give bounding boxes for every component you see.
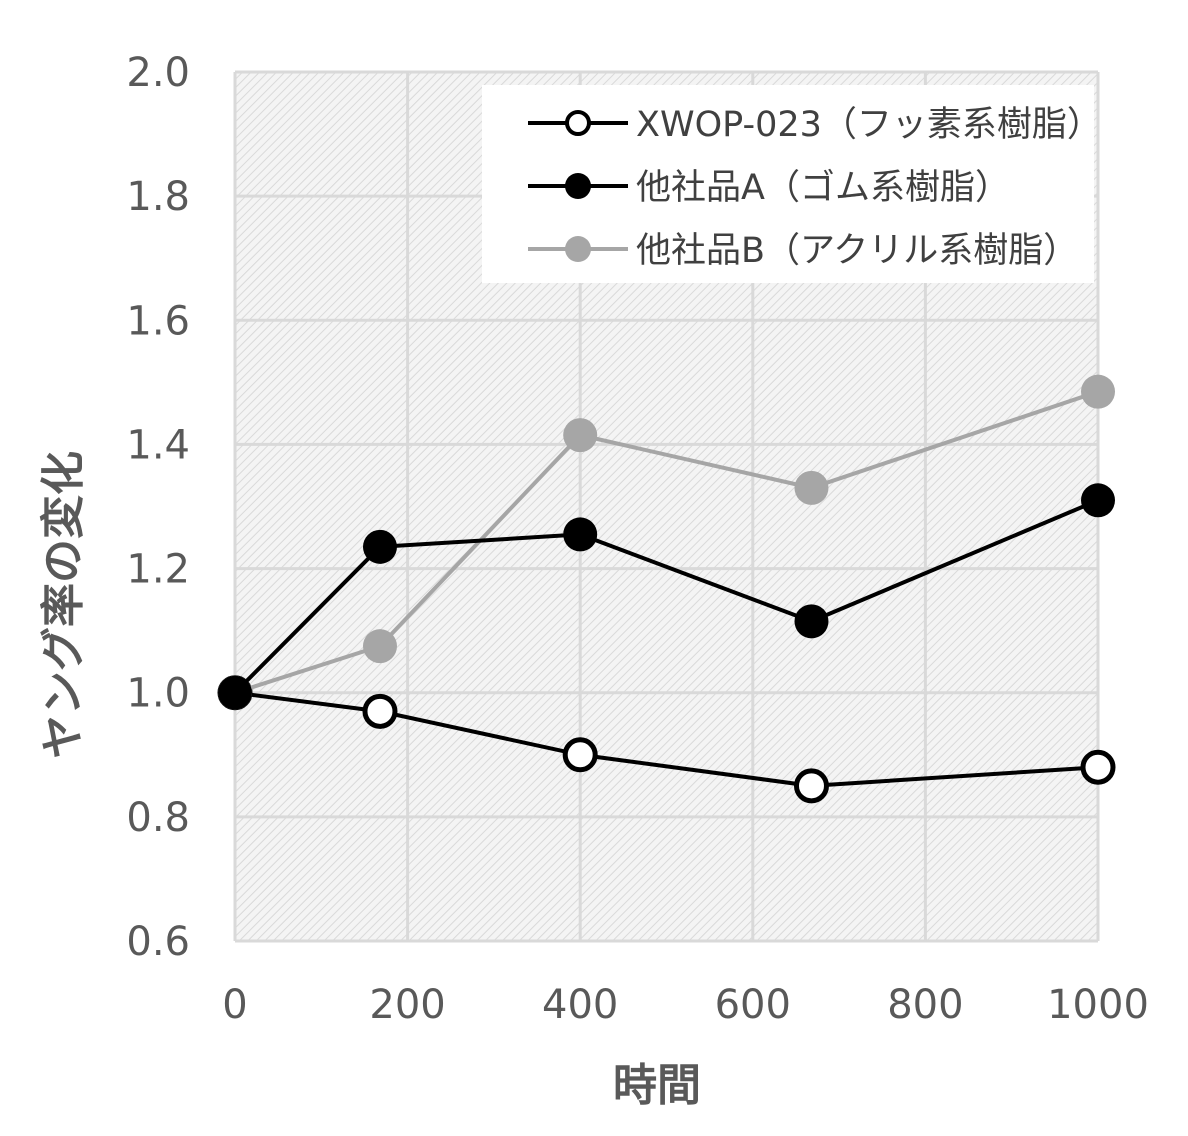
legend-label: XWOP-023（フッ素系樹脂） xyxy=(636,105,1102,145)
x-tick-label: 600 xyxy=(715,982,791,1028)
data-point xyxy=(362,629,397,664)
legend-label: 他社品A（ゴム系樹脂） xyxy=(636,168,1010,208)
y-tick-label: 2.0 xyxy=(126,50,190,96)
legend-entry: XWOP-023（フッ素系樹脂） xyxy=(528,105,1102,145)
data-point xyxy=(563,517,598,552)
x-axis-title: 時間 xyxy=(613,1060,701,1111)
y-tick-label: 1.6 xyxy=(126,298,190,344)
x-tick-label: 200 xyxy=(369,982,445,1028)
y-tick-label: 1.2 xyxy=(126,547,190,593)
data-point xyxy=(793,768,829,804)
legend-marker xyxy=(565,236,591,262)
tick-labels: 0.6 0.8 1.0 1.2 1.4 1.6 1.8 2.0 0 200 400 600 800 100… xyxy=(126,50,1149,1028)
x-tick-label: 800 xyxy=(887,982,963,1028)
data-point xyxy=(1081,483,1115,518)
x-tick-label: 0 xyxy=(222,982,247,1028)
data-point xyxy=(794,604,829,639)
y-tick-label: 0.6 xyxy=(126,919,190,965)
data-point xyxy=(1081,374,1115,409)
y-tick-label: 0.8 xyxy=(126,795,190,841)
legend: XWOP-023（フッ素系樹脂） 他社品A（ゴム系樹脂） 他社品B（アクリル系樹脂） xyxy=(482,85,1102,283)
series-2 xyxy=(218,483,1115,710)
data-point xyxy=(563,418,598,453)
data-point xyxy=(218,675,252,710)
y-tick-label: 1.0 xyxy=(126,671,190,717)
legend-marker xyxy=(565,110,591,136)
y-axis-title: ヤング率の変化 xyxy=(38,451,89,759)
x-tick-label: 400 xyxy=(542,982,618,1028)
data-point xyxy=(362,529,397,564)
x-tick-label: 1000 xyxy=(1047,982,1149,1028)
series-layer xyxy=(217,374,1116,804)
data-point xyxy=(562,737,598,773)
y-tick-label: 1.8 xyxy=(126,174,190,220)
legend-label: 他社品B（アクリル系樹脂） xyxy=(636,231,1078,271)
legend-marker xyxy=(565,173,591,199)
legend-entry: 他社品A（ゴム系樹脂） xyxy=(528,168,1010,208)
legend-entry: 他社品B（アクリル系樹脂） xyxy=(528,231,1078,271)
data-point xyxy=(1080,749,1116,785)
data-point xyxy=(362,693,398,729)
y-tick-label: 1.4 xyxy=(126,422,190,468)
data-point xyxy=(794,470,829,505)
